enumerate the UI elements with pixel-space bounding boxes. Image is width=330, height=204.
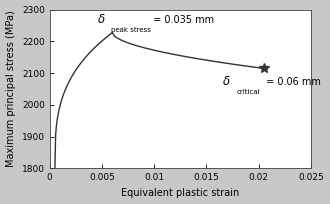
Text: $\delta$: $\delta$ [97, 13, 105, 26]
Text: $\delta$: $\delta$ [222, 75, 231, 88]
Text: peak stress: peak stress [111, 27, 151, 33]
Text: = 0.06 mm: = 0.06 mm [263, 77, 320, 87]
X-axis label: Equivalent plastic strain: Equivalent plastic strain [121, 188, 239, 198]
Text: = 0.035 mm: = 0.035 mm [150, 15, 214, 25]
Y-axis label: Maximum principal stress (MPa): Maximum principal stress (MPa) [6, 11, 16, 167]
Text: critical: critical [236, 89, 260, 95]
